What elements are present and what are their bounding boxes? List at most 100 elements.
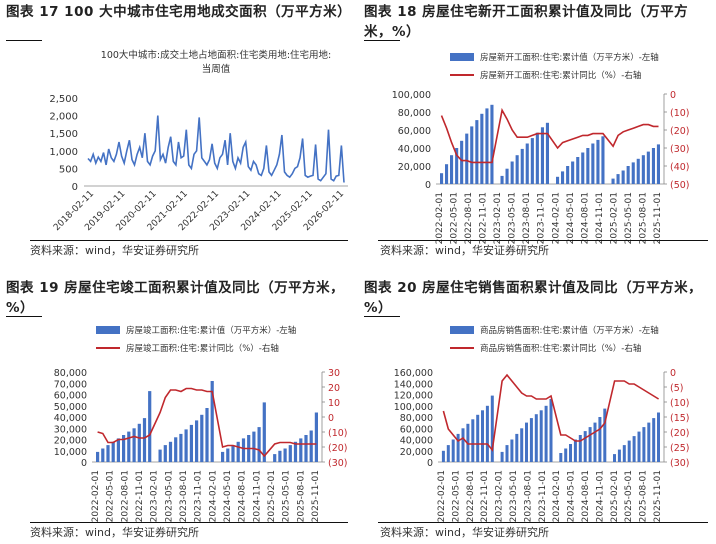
bar-cumulative-5 xyxy=(116,438,120,462)
x-tick-label: 2025-11-01 xyxy=(653,192,663,244)
bar-cumulative-29 xyxy=(578,435,582,462)
bar-cumulative-10 xyxy=(142,418,147,462)
bar-cumulative-9 xyxy=(137,423,141,463)
x-tick-label: 2023-11-01 xyxy=(537,192,547,244)
y-left-tick-label: 140,000 xyxy=(394,379,433,390)
bar-cumulative-13 xyxy=(158,449,162,462)
bar-cumulative-36 xyxy=(613,454,616,462)
x-tick-label: 2022-11-01 xyxy=(480,470,490,522)
bar-cumulative-20 xyxy=(534,414,538,462)
bar-cumulative-6 xyxy=(465,133,469,184)
bar-cumulative-44 xyxy=(652,418,656,462)
x-tick-label: 2025-02-01 xyxy=(267,470,277,522)
bar-cumulative-37 xyxy=(621,170,625,184)
y-left-tick-label: 80,000 xyxy=(400,413,433,424)
x-tick-label: 2023-05-01 xyxy=(509,470,519,522)
chart-20: 商品房销售面积:住宅:累计值（万平方米）-左轴商品房销售面积:住宅:累计同比（%… xyxy=(394,325,690,522)
bar-cumulative-43 xyxy=(651,148,655,184)
panel-title: 图表 20 房屋住宅销售面积累计值及同比（万平方米，%） xyxy=(364,280,703,316)
bar-cumulative-5 xyxy=(460,140,464,184)
bar-cumulative-31 xyxy=(252,431,256,462)
y-tick-label: 2,000 xyxy=(49,112,78,123)
x-tick-label: 2024-05-01 xyxy=(567,470,577,522)
bar-cumulative-2 xyxy=(445,164,449,184)
bar-cumulative-15 xyxy=(510,161,514,184)
bar-cumulative-41 xyxy=(637,431,641,462)
y-left-tick-label: 40,000 xyxy=(400,436,433,447)
bar-cumulative-44 xyxy=(656,144,660,184)
x-tick-label: 2023-11-01 xyxy=(538,470,548,522)
source-rule xyxy=(378,240,708,241)
bar-cumulative-20 xyxy=(195,420,199,462)
x-tick-label: 2025-08-01 xyxy=(638,192,648,244)
title-rule xyxy=(6,316,42,317)
bar-cumulative-20 xyxy=(535,132,539,184)
y-left-tick-label: 0 xyxy=(81,458,87,469)
source-rule xyxy=(378,522,708,523)
bar-cumulative-42 xyxy=(646,151,650,184)
bar-cumulative-26 xyxy=(226,448,230,462)
y-right-tick-label: (10) xyxy=(670,398,690,409)
y-right-tick-label: 0 xyxy=(328,413,334,424)
y-right-tick-label: (20) xyxy=(328,443,348,454)
panel-title: 图表 17 100 大中城市住宅用地成交面积（万平方米） xyxy=(6,4,352,20)
panel-19: 图表 19 房屋住宅竣工面积累计值及同比（万平方米，%） 房屋竣工面积:住宅:累… xyxy=(0,272,358,544)
panel-20: 图表 20 房屋住宅销售面积累计值及同比（万平方米，%） 商品房销售面积:住宅:… xyxy=(358,272,716,544)
x-tick-label: 2025-05-01 xyxy=(282,470,292,522)
bar-cumulative-13 xyxy=(500,175,504,184)
bar-cumulative-23 xyxy=(549,399,553,462)
x-tick-label: 2022-05-01 xyxy=(106,470,116,522)
y-right-tick-label: 20 xyxy=(328,383,340,394)
y-right-tick-label: (15) xyxy=(670,413,690,424)
bar-cumulative-26 xyxy=(566,166,570,184)
bar-cumulative-19 xyxy=(529,418,533,462)
y-left-tick-label: 60,000 xyxy=(54,391,87,402)
x-tick-label: 2022-08-01 xyxy=(120,470,130,522)
bar-cumulative-26 xyxy=(564,448,568,462)
chart-title: 100大中城市:成交土地占地面积:住宅类用地:住宅用地: xyxy=(101,49,331,61)
source-note: 资料来源：wind，华安证券研究所 xyxy=(30,244,200,257)
bar-cumulative-15 xyxy=(510,439,514,462)
bar-cumulative-38 xyxy=(288,445,292,462)
y-left-tick-label: 80,000 xyxy=(398,108,431,119)
x-tick-label: 2024-02-01 xyxy=(551,192,561,244)
bar-cumulative-22 xyxy=(205,408,209,462)
bar-cumulative-13 xyxy=(500,451,504,462)
chart-title: 当周值 xyxy=(202,63,231,75)
bar-cumulative-11 xyxy=(148,391,152,462)
bar-cumulative-28 xyxy=(236,441,240,463)
x-tick-label: 2024-11-01 xyxy=(595,470,605,522)
y-left-tick-label: 70,000 xyxy=(54,379,87,390)
x-tick-label: 2025-05-01 xyxy=(624,470,634,522)
x-tick-label: 2024-08-01 xyxy=(580,192,590,244)
bar-cumulative-21 xyxy=(540,127,544,184)
legend-label-bar: 商品房销售面积:住宅:累计值（万平方米）-左轴 xyxy=(480,325,659,336)
y-right-tick-label: (30) xyxy=(328,458,348,469)
x-tick-label: 2025-11-01 xyxy=(653,470,663,522)
bar-cumulative-29 xyxy=(241,438,246,462)
bar-cumulative-25 xyxy=(559,453,563,462)
bar-cumulative-9 xyxy=(481,410,484,463)
bar-cumulative-3 xyxy=(106,445,110,462)
legend-label-line: 房屋新开工面积:住宅:累计同比（%）-右轴 xyxy=(480,70,641,81)
y-left-tick-label: 0 xyxy=(427,458,433,469)
bar-cumulative-4 xyxy=(111,441,115,463)
bar-cumulative-5 xyxy=(461,428,465,463)
x-tick-label: 2025-08-01 xyxy=(296,470,306,522)
bar-cumulative-3 xyxy=(450,155,454,184)
y-right-tick-label: (50) xyxy=(670,180,690,191)
bar-cumulative-22 xyxy=(544,405,548,463)
x-tick-label: 2023-11-01 xyxy=(194,470,204,522)
x-tick-label: 2022-11-01 xyxy=(135,470,145,522)
y-right-tick-label: (30) xyxy=(670,144,690,155)
bar-cumulative-40 xyxy=(632,436,636,462)
y-left-tick-label: 100,000 xyxy=(394,402,433,413)
x-tick-label: 2025-02-01 xyxy=(610,470,620,522)
bar-cumulative-18 xyxy=(184,429,188,462)
bar-cumulative-8 xyxy=(475,120,479,184)
y-tick-label: 1,000 xyxy=(49,147,78,158)
x-tick-label: 2023-05-01 xyxy=(164,470,174,522)
y-right-tick-label: (20) xyxy=(670,126,690,137)
bar-cumulative-11 xyxy=(490,104,494,184)
bar-cumulative-14 xyxy=(163,445,167,462)
